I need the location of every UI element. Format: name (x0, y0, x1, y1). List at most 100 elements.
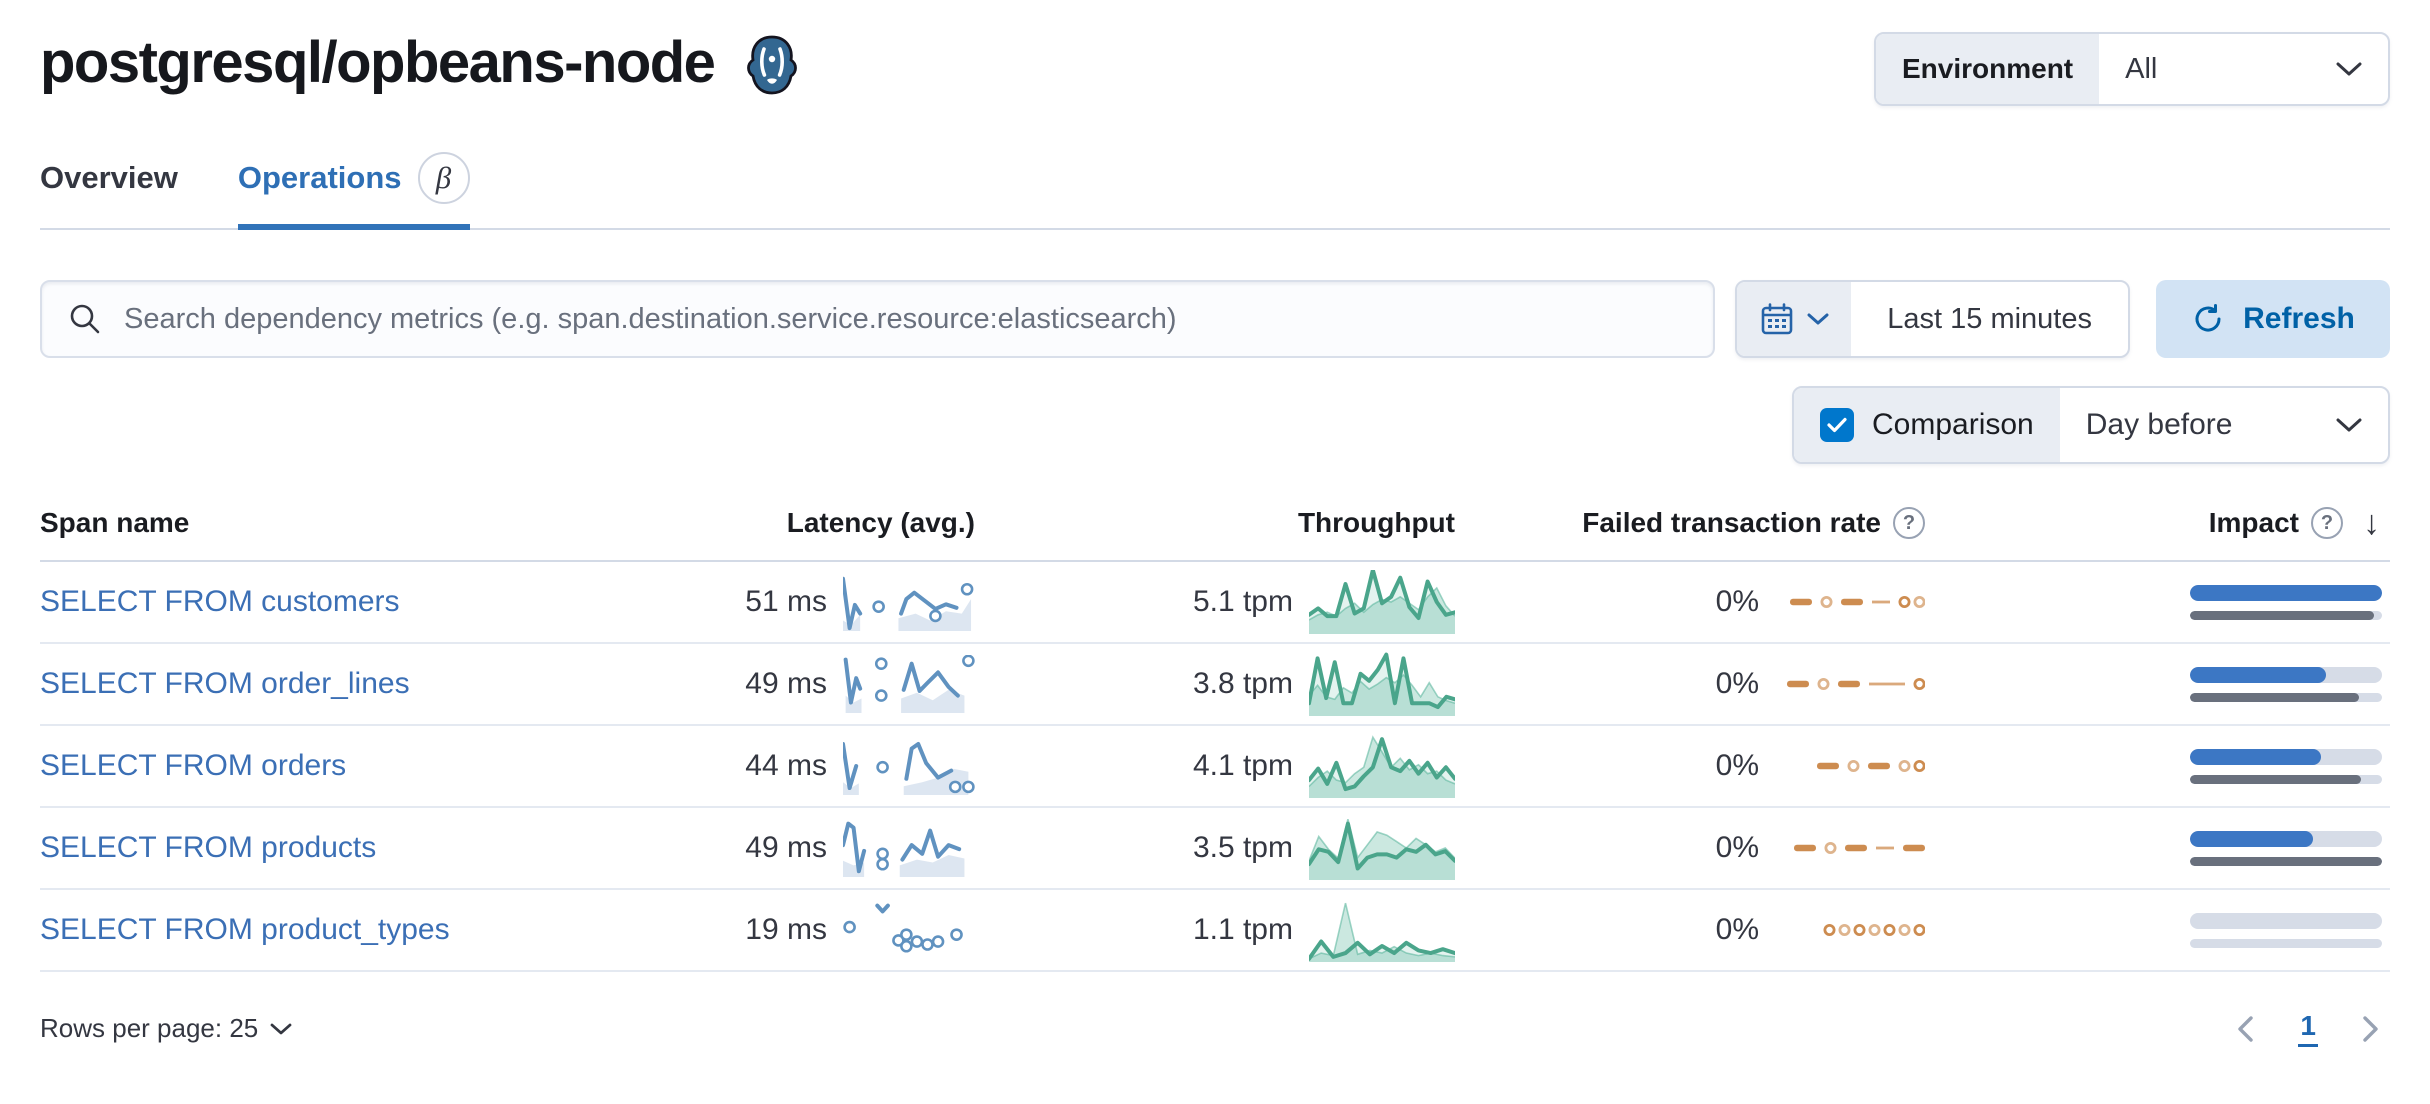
page-title: postgresql/opbeans-node (40, 30, 716, 95)
chevron-right-icon (2363, 1015, 2378, 1042)
latency-sparkline (843, 655, 975, 713)
table-row: SELECT FROM customers 51 ms 5.1 tpm 0% (40, 562, 2390, 644)
date-picker: Last 15 minutes (1735, 280, 2130, 358)
chevron-down-icon (2336, 418, 2362, 432)
tab-operations[interactable]: Operations β (237, 152, 470, 230)
column-header-latency[interactable]: Latency (avg.) (540, 507, 980, 539)
rows-per-page-selector[interactable]: Rows per page: 25 (40, 1013, 292, 1044)
help-icon[interactable]: ? (1893, 507, 1925, 539)
table-footer: Rows per page: 25 1 (40, 1010, 2390, 1047)
toolbar: Last 15 minutes Refresh (40, 280, 2390, 358)
time-range-value[interactable]: Last 15 minutes (1887, 302, 2092, 335)
impact-previous-bar (2190, 692, 2359, 702)
pagination: 1 (2232, 1010, 2390, 1047)
span-name-link[interactable]: SELECT FROM products (40, 831, 377, 864)
latency-value: 49 ms (745, 667, 827, 700)
span-name-link[interactable]: SELECT FROM order_lines (40, 667, 410, 700)
table-row: SELECT FROM products 49 ms 3.5 tpm 0% (40, 808, 2390, 890)
postgresql-icon (747, 35, 798, 95)
search-input[interactable] (122, 301, 1688, 337)
environment-label: Environment (1876, 34, 2100, 104)
sort-desc-arrow-icon: ↓ (2363, 504, 2380, 542)
column-header-failed-rate[interactable]: Failed transaction rate ? (1460, 507, 1930, 539)
latency-sparkline (843, 741, 975, 795)
throughput-sparkline (1309, 819, 1455, 880)
impact-bars (2190, 584, 2382, 620)
comparison-row: Comparison Day before (40, 386, 2390, 464)
latency-value: 51 ms (745, 585, 827, 618)
comparison-select[interactable]: Day before (2060, 388, 2388, 462)
table-row: SELECT FROM orders 44 ms 4.1 tpm 0% (40, 726, 2390, 808)
failed-rate-header-label: Failed transaction rate (1582, 507, 1881, 538)
span-name-link[interactable]: SELECT FROM customers (40, 585, 400, 618)
chevron-down-icon (1807, 313, 1829, 325)
latency-sparkline (843, 821, 965, 877)
tab-overview[interactable]: Overview (40, 152, 178, 228)
impact-previous-bar (2190, 610, 2375, 620)
previous-page-button[interactable] (2232, 1011, 2258, 1047)
impact-previous-bar (2190, 856, 2382, 866)
column-header-span-name[interactable]: Span name (40, 507, 190, 538)
throughput-sparkline (1309, 570, 1455, 634)
search-box (40, 280, 1716, 358)
table-row: SELECT FROM product_types 19 ms 1.1 tpm … (40, 890, 2390, 972)
failed-rate-sparkline (1817, 760, 1925, 772)
impact-header-label: Impact (2208, 507, 2299, 538)
comparison-checkbox[interactable] (1820, 408, 1854, 442)
throughput-value: 3.5 tpm (1192, 831, 1293, 864)
throughput-sparkline (1309, 735, 1455, 798)
refresh-icon (2195, 304, 2221, 332)
failed-rate-sparkline (1823, 924, 1925, 936)
impact-bars (2190, 666, 2382, 702)
tab-overview-label: Overview (40, 160, 178, 195)
help-icon[interactable]: ? (2311, 507, 2343, 539)
search-icon (70, 304, 100, 334)
table-row: SELECT FROM order_lines 49 ms 3.8 tpm 0% (40, 644, 2390, 726)
next-page-button[interactable] (2358, 1011, 2384, 1047)
beta-badge: β (417, 152, 470, 204)
latency-value: 49 ms (745, 831, 827, 864)
page-number-1[interactable]: 1 (2298, 1010, 2318, 1047)
failed-rate-sparkline (1790, 596, 1925, 608)
failed-rate-value: 0% (1715, 585, 1759, 618)
impact-current-bar (2190, 748, 2321, 765)
tab-bar: Overview Operations β (40, 152, 2390, 230)
throughput-sparkline (1309, 652, 1455, 716)
chevron-down-icon (2336, 62, 2362, 76)
rows-per-page-label: Rows per page: 25 (40, 1013, 259, 1043)
impact-current-bar (2190, 830, 2313, 847)
refresh-button[interactable]: Refresh (2156, 280, 2390, 358)
throughput-value: 5.1 tpm (1192, 585, 1293, 618)
latency-value: 44 ms (745, 749, 827, 782)
chevron-left-icon (2238, 1015, 2254, 1042)
latency-header-label: Latency (avg.) (786, 507, 975, 538)
impact-current-bar (2190, 584, 2382, 601)
throughput-sparkline (1309, 902, 1455, 962)
latency-value: 19 ms (745, 913, 827, 946)
date-picker-quick-menu[interactable] (1737, 282, 1852, 356)
environment-value: All (2125, 52, 2158, 85)
impact-previous-bar (2190, 774, 2361, 784)
comparison-label: Comparison (1872, 408, 2034, 441)
impact-bars (2190, 748, 2382, 784)
check-icon (1827, 417, 1847, 433)
latency-sparkline (843, 576, 974, 631)
comparison-value: Day before (2085, 408, 2233, 441)
refresh-label: Refresh (2243, 302, 2355, 335)
calendar-icon (1761, 303, 1793, 335)
impact-current-bar (2190, 666, 2327, 683)
failed-rate-sparkline (1787, 678, 1925, 690)
span-name-link[interactable]: SELECT FROM orders (40, 749, 347, 782)
tab-operations-label: Operations (237, 160, 402, 195)
column-header-impact[interactable]: Impact ? ↓ (1930, 506, 2390, 540)
latency-sparkline (843, 903, 963, 953)
column-header-throughput[interactable]: Throughput (980, 507, 1460, 539)
chevron-down-icon (270, 1023, 292, 1034)
failed-rate-value: 0% (1715, 749, 1759, 782)
span-name-link[interactable]: SELECT FROM product_types (40, 913, 450, 946)
environment-selector[interactable]: Environment All (1874, 32, 2390, 106)
failed-rate-sparkline (1794, 842, 1925, 854)
throughput-value: 3.8 tpm (1192, 667, 1293, 700)
page-header: postgresql/opbeans-node Environment All (40, 0, 2390, 106)
